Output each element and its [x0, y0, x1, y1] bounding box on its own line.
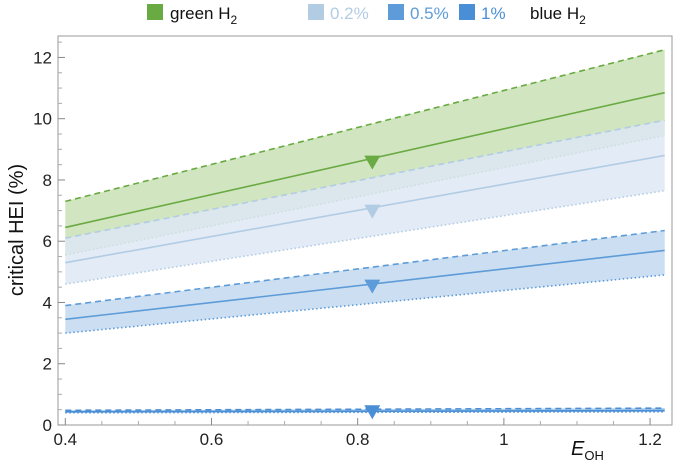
upper-line-green — [65, 49, 665, 203]
y-tick-label: 6 — [43, 232, 52, 251]
y-tick-label: 2 — [43, 355, 52, 374]
bands — [65, 49, 665, 420]
legend-label-0.5: 0.5% — [410, 4, 449, 23]
plot-frame — [57, 35, 673, 426]
series-b1 — [65, 405, 665, 420]
legend-label-blue: blue H2 — [530, 4, 586, 27]
y-axis-ticks: 0 2 4 6 8 10 12 — [33, 41, 65, 435]
marker-green — [364, 155, 381, 170]
x-axis-title: EOH — [571, 438, 604, 463]
lower-line-b05 — [65, 274, 665, 334]
marker-b02 — [364, 204, 381, 219]
y-tick-label: 10 — [33, 110, 52, 129]
band-b05 — [65, 230, 665, 334]
band-b02 — [65, 120, 665, 285]
central-line-b02 — [65, 154, 665, 264]
legend-swatch-1 — [459, 4, 475, 20]
marker-b1 — [364, 405, 381, 420]
x-tick-label: 1.2 — [638, 430, 662, 449]
legend-swatch-0.2 — [308, 4, 324, 20]
plot-border — [57, 35, 673, 426]
y-tick-label: 0 — [43, 416, 52, 435]
legend-label-0.2: 0.2% — [330, 4, 369, 23]
legend: green H2 0.2% 0.5% 1% blue H2 — [147, 4, 586, 27]
x-axis-ticks: 0.4 0.6 0.8 1 1.2 — [53, 418, 662, 449]
x-tick-label: 0.8 — [346, 430, 370, 449]
y-tick-label: 8 — [43, 171, 52, 190]
central-line-green — [65, 91, 665, 229]
marker-b05 — [364, 279, 381, 294]
legend-blue-sub: 2 — [579, 13, 586, 27]
legend-green-sub: 2 — [230, 13, 237, 27]
y-axis-title: critical HEI (%) — [6, 164, 28, 296]
upper-line-b02 — [65, 119, 665, 239]
upper-line-b05 — [65, 229, 665, 307]
series-b05 — [65, 229, 665, 334]
x-axis-title-sub: OH — [584, 448, 604, 463]
central-line-b05 — [65, 249, 665, 321]
series-b02 — [65, 119, 665, 285]
y-tick-label: 12 — [33, 48, 52, 67]
x-tick-label: 0.4 — [53, 430, 77, 449]
legend-swatch-green — [147, 4, 163, 20]
x-axis-title-main: E — [571, 438, 585, 460]
legend-label-1: 1% — [481, 4, 506, 23]
x-tick-label: 1 — [499, 430, 508, 449]
lower-line-b02 — [65, 189, 665, 285]
legend-label-green: green H2 — [170, 4, 237, 27]
x-tick-label: 0.6 — [200, 430, 224, 449]
legend-swatch-0.5 — [388, 4, 404, 20]
y-tick-label: 4 — [43, 293, 52, 312]
legend-green-main: green H — [170, 4, 230, 23]
band-green — [65, 49, 665, 256]
legend-blue-main: blue H — [530, 4, 579, 23]
central-line-b1 — [65, 409, 665, 413]
